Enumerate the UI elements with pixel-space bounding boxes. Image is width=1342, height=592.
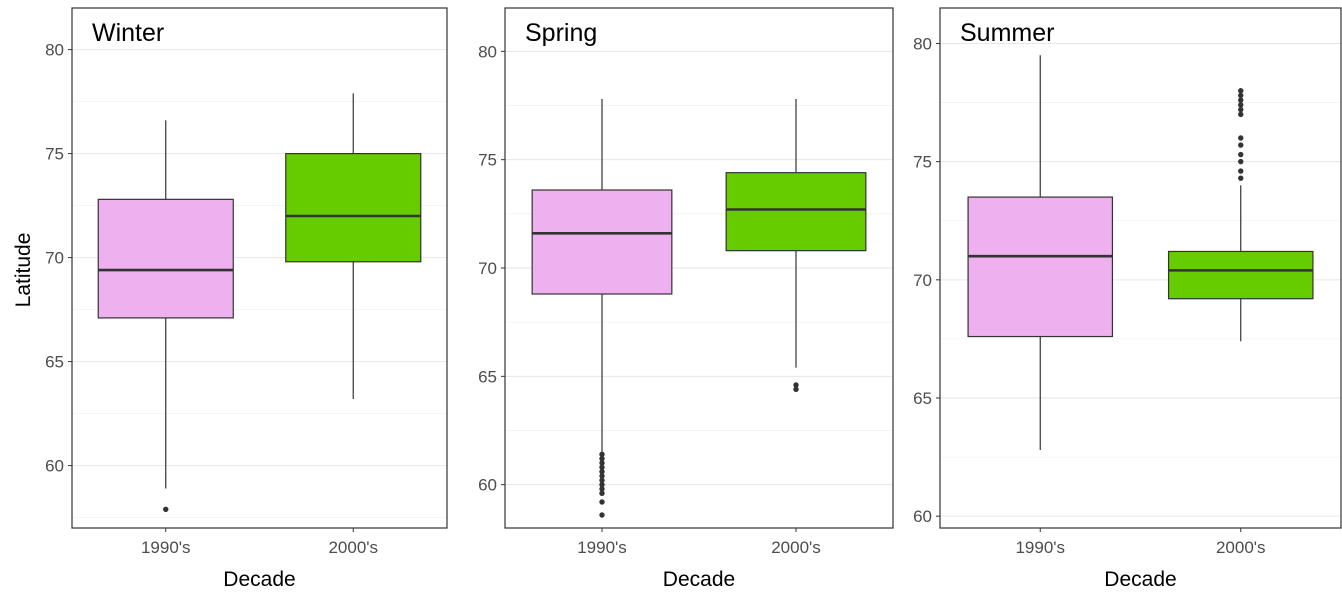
outlier-point <box>1238 92 1244 99</box>
outlier-point <box>163 506 169 512</box>
y-tick-label: 65 <box>45 353 64 372</box>
panel-title: Summer <box>960 19 1054 47</box>
x-tick-label: 2000's <box>328 538 378 557</box>
box-1990s <box>97 120 234 512</box>
outlier-point <box>599 468 605 475</box>
panel-border <box>504 7 894 529</box>
panel-spring: 60 65 70 75 80 1990's 2000's Spring Decade <box>478 7 894 591</box>
x-tick-label: 1990's <box>577 538 627 557</box>
outlier-point <box>599 490 605 497</box>
outlier-point <box>599 451 605 458</box>
box-2000s <box>1167 88 1314 342</box>
iqr-box <box>1167 250 1314 300</box>
box-1990s <box>967 55 1114 450</box>
outlier-point <box>1238 151 1244 158</box>
outlier-point <box>599 486 605 492</box>
outlier-point <box>1238 106 1244 113</box>
outlier-point <box>1238 175 1244 181</box>
y-tick-label: 65 <box>913 389 932 408</box>
outlier-point <box>599 477 605 484</box>
outlier-point <box>1238 88 1244 94</box>
y-tick-label: 70 <box>45 249 64 268</box>
iqr-box <box>967 196 1114 338</box>
panel-title: Spring <box>525 19 597 47</box>
outlier-point <box>599 512 605 518</box>
iqr-box <box>285 153 422 263</box>
box-2000s <box>285 93 422 400</box>
y-tick-label: 80 <box>913 34 932 53</box>
y-tick-label: 75 <box>478 151 497 170</box>
y-tick-label: 70 <box>913 271 932 290</box>
y-tick-label: 60 <box>45 457 64 476</box>
outlier-point <box>599 481 605 488</box>
x-axis-title: Decade <box>663 568 735 591</box>
outlier-point <box>599 473 605 479</box>
outlier-point <box>793 386 799 393</box>
outlier-point <box>1238 158 1244 165</box>
outlier-point <box>1238 142 1244 148</box>
outlier-point <box>793 382 799 388</box>
iqr-box <box>725 172 867 252</box>
y-tick-label: 80 <box>478 42 497 61</box>
panel-title: Winter <box>92 19 164 47</box>
x-tick-label: 2000's <box>1216 538 1266 557</box>
panel-border <box>939 7 1342 529</box>
x-tick-label: 2000's <box>771 538 821 557</box>
x-axis-title: Decade <box>223 568 295 591</box>
box-2000s <box>725 99 867 393</box>
y-tick-label: 65 <box>478 367 497 386</box>
outlier-point <box>599 455 605 462</box>
panel-winter: 60 65 70 75 80 1990's 2000's Winter Decade <box>45 7 448 591</box>
y-tick-label: 70 <box>478 259 497 278</box>
panel-summer: 60 65 70 75 80 1990's 2000's Summer Decade <box>913 7 1342 591</box>
panel-border <box>71 7 448 529</box>
outlier-point <box>1238 97 1244 103</box>
outlier-point <box>1238 102 1244 108</box>
iqr-box <box>97 198 234 319</box>
outlier-point <box>599 499 605 505</box>
iqr-box <box>531 189 673 295</box>
outlier-point <box>1238 135 1244 141</box>
y-tick-label: 75 <box>45 145 64 164</box>
y-tick-label: 60 <box>478 476 497 495</box>
y-tick-label: 75 <box>913 153 932 172</box>
y-axis-title: Latitude <box>12 233 35 308</box>
box-1990s <box>531 99 673 518</box>
x-tick-label: 1990's <box>141 538 191 557</box>
y-tick-label: 60 <box>913 507 932 526</box>
outlier-point <box>599 460 605 466</box>
outlier-point <box>599 464 605 471</box>
x-axis-title: Decade <box>1104 568 1176 591</box>
x-tick-label: 1990's <box>1015 538 1065 557</box>
outlier-point <box>1238 111 1244 118</box>
outlier-point <box>1238 168 1244 174</box>
y-tick-label: 80 <box>45 41 64 60</box>
